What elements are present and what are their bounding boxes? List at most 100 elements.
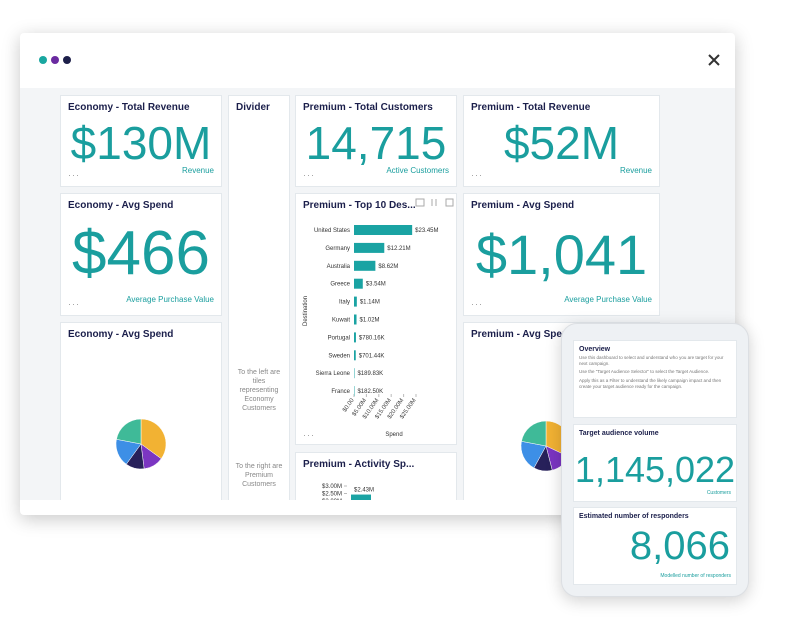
kpi-caption: Revenue	[181, 166, 214, 175]
tile-title: Divider	[236, 102, 270, 113]
data-label: $182.50K	[357, 389, 383, 395]
bar	[354, 332, 356, 343]
divider-note: To the left are tiles representing Econo…	[237, 369, 281, 412]
more-menu[interactable]: ···	[471, 170, 483, 180]
kpi-value: 1,145,022	[574, 449, 736, 490]
tile-title: Premium - Avg Spend	[471, 200, 575, 211]
y-tick-label: Italy	[339, 300, 350, 306]
bar-chart: $3.00M $2.50M$2.00M $2.43M	[322, 484, 374, 500]
pie-slice	[521, 420, 547, 447]
window-bar	[39, 54, 720, 66]
kpi-caption: Average Purchase Value	[564, 295, 652, 304]
tile-title: Economy - Avg Spend	[68, 329, 174, 340]
data-label: $1.02M	[360, 318, 380, 324]
tile-title: Premium - Avg Spen	[471, 329, 569, 340]
more-menu[interactable]: ···	[68, 170, 80, 180]
tile-title: Economy - Total Revenue	[68, 102, 190, 113]
tile-title: Estimated number of responders	[579, 513, 689, 520]
window-dot	[39, 56, 47, 64]
y-tick-label: Greece	[330, 282, 350, 288]
kpi-value: 8,066	[629, 524, 730, 568]
pie-slice	[116, 418, 142, 445]
window-dot	[63, 56, 71, 64]
kpi-tile: Premium - Total Revenue $52M Revenue ···	[463, 95, 660, 187]
y-tick-label: Australia	[327, 264, 351, 270]
tile-title: Overview	[579, 346, 611, 353]
kpi-caption: Customers	[706, 490, 731, 496]
tile-title: Premium - Top 10 Des...	[303, 200, 416, 211]
data-label: $12.21M	[387, 246, 410, 252]
kpi-tile: Estimated number of responders 8,066 Mod…	[573, 507, 737, 585]
kpi-value: 14,715	[305, 117, 447, 169]
data-label: $8.62M	[378, 264, 398, 270]
kpi-caption: Average Purchase Value	[126, 295, 214, 304]
data-label: $2.43M	[354, 488, 374, 494]
kpi-caption: Revenue	[619, 166, 652, 175]
kpi-value: $1,041	[475, 223, 648, 286]
kpi-value: $130M	[70, 117, 212, 169]
y-axis-label: Destination	[303, 296, 309, 326]
y-tick-label: $2.00M	[322, 499, 342, 500]
bar	[354, 225, 413, 235]
divider-tile: Divider To the left are tiles representi…	[228, 95, 290, 500]
kpi-tile: Premium - Total Customers 14,715 Active …	[295, 95, 457, 187]
tile-title: Premium - Activity Sp...	[303, 459, 415, 470]
paragraph: Use this dashboard to select and underst…	[579, 355, 724, 366]
mobile-view: Overview Use this dashboard to select an…	[561, 323, 749, 597]
tile-title: Economy - Avg Spend	[68, 200, 174, 211]
data-label: $780.16K	[359, 335, 385, 341]
tile-title: Target audience volume	[579, 430, 659, 437]
y-tick-label: Sweden	[328, 353, 350, 359]
y-tick-label: France	[331, 389, 350, 395]
chart-tile: Premium - Activity Sp... $3.00M $2.50M $2.…	[295, 452, 457, 500]
data-label: $3.54M	[366, 282, 386, 288]
kpi-caption: Active Customers	[386, 166, 449, 175]
data-label: $189.83K	[357, 371, 383, 377]
bar	[351, 494, 371, 500]
bar	[354, 260, 376, 271]
pie-chart	[115, 418, 167, 470]
kpi-tile: Target audience volume 1,145,022 Custome…	[573, 424, 737, 502]
chart-tile: Economy - Avg Spend	[60, 322, 222, 500]
window-dot	[51, 56, 59, 64]
y-tick-label: Portugal	[328, 335, 350, 341]
pie-chart	[520, 420, 572, 472]
kpi-tile: Economy - Avg Spend $466 Average Purchas…	[60, 193, 222, 316]
kpi-tile: Premium - Avg Spend $1,041 Average Purch…	[463, 193, 660, 316]
more-menu[interactable]: ···	[68, 299, 80, 309]
data-label: $23.45M	[415, 228, 438, 234]
y-tick-label: United States	[314, 228, 350, 234]
tag-icon[interactable]	[415, 198, 425, 207]
x-axis-label: Spend	[385, 432, 402, 438]
bar	[354, 278, 363, 289]
tile-title: Premium - Total Customers	[303, 102, 433, 113]
overview-tile: Overview Use this dashboard to select an…	[573, 340, 737, 418]
bar	[354, 242, 385, 253]
paragraph: Use the "Target Audience Selector" to se…	[579, 369, 710, 374]
pie-slice	[140, 418, 167, 460]
divider-note: To the right are Premium Customers	[235, 463, 283, 488]
y-tick-label: Sierra Leone	[316, 371, 351, 377]
data-label: $701.44K	[359, 353, 385, 359]
y-tick-label: $2.50M	[322, 492, 342, 498]
expand-icon[interactable]	[445, 198, 454, 207]
bar	[354, 314, 357, 325]
kpi-caption: Modelled number of responders	[660, 573, 731, 579]
data-label: $1.14M	[360, 300, 380, 306]
close-button[interactable]	[708, 54, 720, 66]
y-tick-label: Kuwait	[332, 318, 350, 324]
more-menu[interactable]: ···	[303, 170, 315, 180]
paragraph: Apply this as a Filter to understand the…	[579, 378, 722, 389]
bar-chart: $0.00$5.00M$10.00M$15.00M$20.00M$25.00MU…	[303, 198, 454, 438]
sort-icon[interactable]	[431, 199, 437, 206]
kpi-value: $52M	[503, 117, 620, 169]
chart-tile: Premium - Top 10 Des... $0.00 $5.00M $10.0…	[295, 193, 457, 445]
tile-title: Premium - Total Revenue	[471, 102, 591, 113]
bar	[354, 296, 357, 307]
y-tick-label: Germany	[325, 246, 350, 252]
more-menu[interactable]: ···	[471, 299, 483, 309]
kpi-value: $466	[72, 219, 210, 288]
y-tick-label: $3.00M	[322, 484, 342, 490]
more-menu[interactable]: ···	[303, 430, 315, 440]
